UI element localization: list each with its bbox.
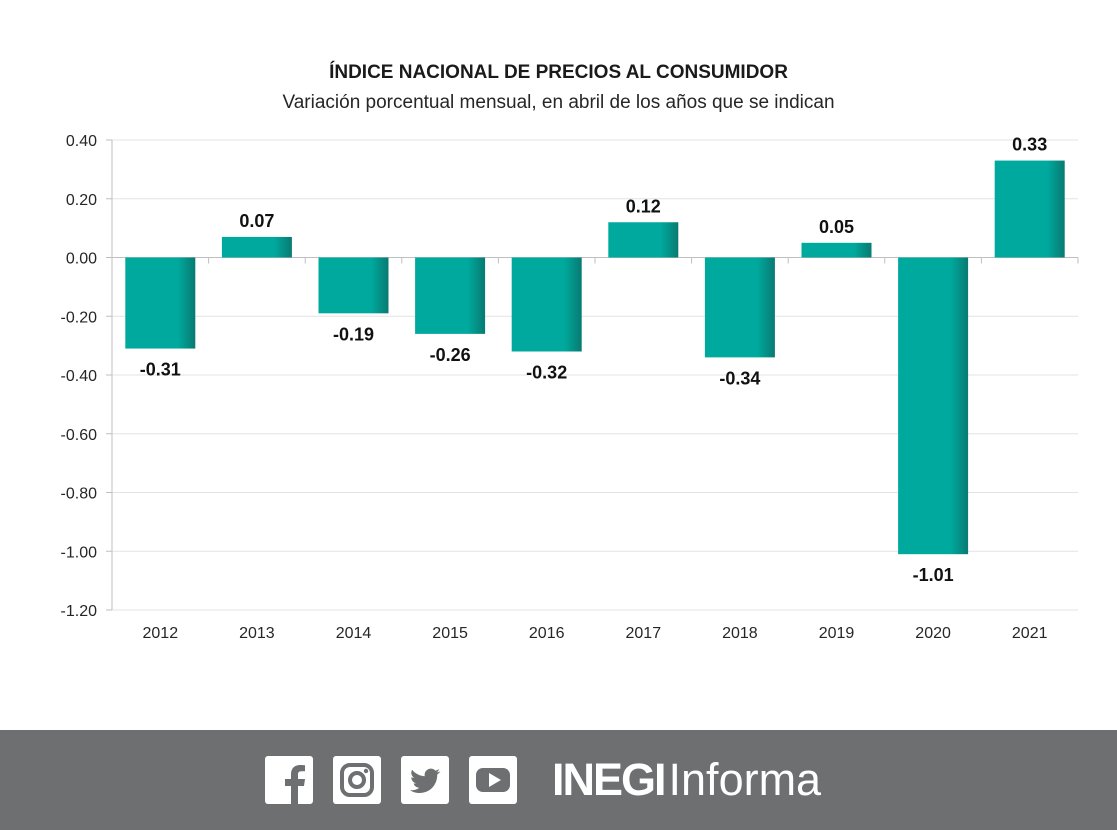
- y-tick-label: -0.20: [61, 309, 98, 326]
- x-tick-label: 2016: [529, 625, 565, 642]
- y-tick-label: -0.80: [61, 486, 98, 503]
- bar-2013: [221, 236, 292, 258]
- x-tick-label: 2019: [819, 625, 855, 642]
- y-tick-label: -1.20: [61, 603, 98, 620]
- chart-area: 0.40 0.20 0.00 -0.20 -0.40 -0.60 -0.80 -1.00 -1.…: [61, 62, 1079, 642]
- bar-2020: [898, 257, 969, 555]
- y-tick-label: -1.00: [61, 544, 98, 561]
- twitter-icon[interactable]: [401, 756, 449, 804]
- x-tick-label: 2012: [143, 625, 179, 642]
- x-tick-label: 2015: [432, 625, 468, 642]
- chart-subtitle: Variación porcentual mensual, en abril d…: [282, 92, 835, 113]
- instagram-icon[interactable]: [333, 756, 381, 804]
- footer-bar: INEGI Informa: [0, 730, 1117, 830]
- y-tick-label: 0.00: [66, 251, 97, 268]
- bar-chart: 0.40 0.20 0.00 -0.20 -0.40 -0.60 -0.80 -1.00 -1.…: [61, 133, 1079, 642]
- data-labels: -0.31 0.07 -0.19 -0.26 -0.32 0.12 -0.34 0.05 -1.…: [140, 135, 1047, 586]
- data-label: -0.31: [140, 360, 181, 380]
- bar-2019: [801, 242, 872, 258]
- y-tick-label: 0.40: [66, 133, 97, 150]
- data-label: -0.26: [430, 345, 471, 365]
- facebook-icon[interactable]: [265, 756, 313, 804]
- bar-2015: [415, 257, 486, 334]
- inegi-informa-logo[interactable]: INEGI Informa: [552, 752, 821, 808]
- bar-2017: [608, 222, 679, 258]
- x-tick-label: 2020: [915, 625, 951, 642]
- data-label: 0.05: [819, 217, 854, 237]
- x-tick-label: 2018: [722, 625, 758, 642]
- bar-2016: [511, 257, 582, 352]
- brand-bold-text: INEGI: [552, 754, 667, 805]
- x-tick-label: 2014: [336, 625, 372, 642]
- x-tick-label: 2021: [1012, 625, 1048, 642]
- y-tick-label: -0.60: [61, 427, 98, 444]
- chart-title: ÍNDICE NACIONAL DE PRECIOS AL CONSUMIDOR: [329, 62, 788, 83]
- data-label: 0.07: [239, 211, 274, 231]
- y-tick-label: 0.20: [66, 192, 97, 209]
- bar-2021: [994, 160, 1065, 258]
- axes: 0.40 0.20 0.00 -0.20 -0.40 -0.60 -0.80 -1.00 -1.…: [61, 133, 1079, 642]
- x-tick-label: 2017: [626, 625, 662, 642]
- data-label: -0.34: [719, 368, 760, 388]
- bar-2018: [704, 257, 775, 358]
- data-label: 0.12: [626, 196, 661, 216]
- bar-2012: [125, 257, 196, 349]
- data-label: 0.33: [1012, 135, 1047, 155]
- brand-light-text: Informa: [668, 754, 822, 805]
- data-label: -0.19: [333, 324, 374, 344]
- bars: [125, 160, 1065, 555]
- data-label: -1.01: [913, 565, 954, 585]
- youtube-icon[interactable]: [469, 756, 517, 804]
- x-tick-label: 2013: [239, 625, 275, 642]
- y-tick-label: -0.40: [61, 368, 98, 385]
- bar-2014: [318, 257, 389, 314]
- data-label: -0.32: [526, 363, 567, 383]
